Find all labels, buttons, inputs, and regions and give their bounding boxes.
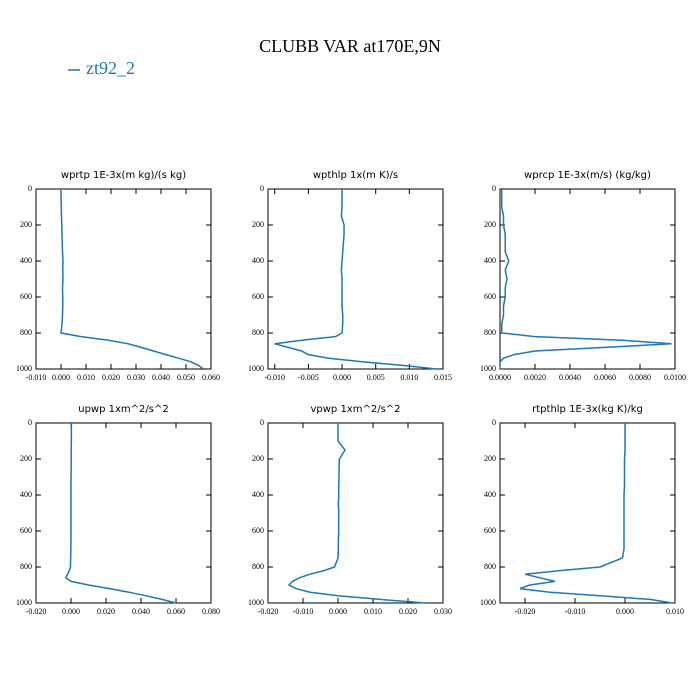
y-tick-label: 1000 [248, 598, 264, 607]
y-tick-label: 800 [252, 328, 264, 337]
x-tick-label: 0.040 [132, 607, 150, 616]
x-tick-label: 0.030 [127, 373, 145, 382]
x-tick-label: 0.0000 [489, 373, 511, 382]
x-tick-label: 0.000 [52, 373, 70, 382]
x-tick-label: -0.020 [26, 607, 47, 616]
plot-frame [499, 422, 676, 604]
x-tick-label: -0.010 [565, 607, 586, 616]
x-tick-label: 0.060 [202, 373, 220, 382]
x-tick-label: 0.000 [616, 607, 634, 616]
y-tick-label: 200 [20, 454, 32, 463]
x-tick-label: 0.000 [329, 607, 347, 616]
y-tick-label: 200 [484, 220, 496, 229]
y-tick-label: 0 [28, 184, 32, 193]
x-tick-label: -0.020 [515, 607, 536, 616]
y-tick-label: 600 [252, 526, 264, 535]
plot-frame [267, 422, 444, 604]
x-tick-label: 0.020 [399, 607, 417, 616]
y-tick-label: 600 [20, 292, 32, 301]
x-tick-label: 0.005 [367, 373, 385, 382]
x-tick-label: -0.010 [26, 373, 47, 382]
y-tick-label: 1000 [480, 364, 496, 373]
x-tick-label: 0.010 [77, 373, 95, 382]
subplot-title: wprtp 1E-3x(m kg)/(s kg) [61, 170, 186, 181]
plot-frame [499, 188, 676, 370]
x-tick-label: 0.000 [62, 607, 80, 616]
subplot-title: upwp 1xm^2/s^2 [78, 404, 168, 415]
legend-label: zt92_2 [86, 58, 135, 78]
x-tick-label: 0.0020 [524, 373, 546, 382]
subplot-title: wprcp 1E-3x(m/s) (kg/kg) [524, 170, 651, 181]
x-tick-label: 0.050 [177, 373, 195, 382]
y-tick-label: 800 [484, 328, 496, 337]
y-tick-label: 200 [20, 220, 32, 229]
x-tick-label: 0.010 [364, 607, 382, 616]
plot-frame [267, 188, 444, 370]
profile-line [64, 423, 177, 604]
y-tick-label: 0 [28, 418, 32, 427]
profile-line [60, 189, 204, 370]
x-tick-label: 0.010 [666, 607, 684, 616]
x-tick-label: 0.000 [333, 373, 351, 382]
y-tick-label: 1000 [16, 364, 32, 373]
x-tick-label: -0.010 [264, 373, 285, 382]
y-tick-label: 200 [252, 220, 264, 229]
x-tick-label: 0.030 [434, 607, 452, 616]
x-tick-label: 0.060 [167, 607, 185, 616]
profile-line [519, 423, 673, 604]
y-tick-label: 200 [484, 454, 496, 463]
y-tick-label: 400 [252, 256, 264, 265]
subplot-title: wpthlp 1x(m K)/s [313, 170, 398, 181]
x-tick-label: -0.020 [258, 607, 279, 616]
profile-line [274, 189, 437, 370]
figure-title: CLUBB VAR at170E,9N [259, 36, 441, 56]
y-tick-label: 800 [484, 562, 496, 571]
plot-frame [35, 188, 212, 370]
subplot-title: vpwp 1xm^2/s^2 [310, 404, 400, 415]
x-tick-label: -0.005 [298, 373, 319, 382]
x-tick-label: 0.080 [202, 607, 220, 616]
profile-line [287, 423, 426, 604]
x-tick-label: 0.015 [434, 373, 452, 382]
y-tick-label: 0 [260, 418, 264, 427]
x-tick-label: 0.010 [400, 373, 418, 382]
y-tick-label: 1000 [248, 364, 264, 373]
x-tick-label: -0.010 [293, 607, 314, 616]
y-tick-label: 0 [492, 418, 496, 427]
y-tick-label: 400 [20, 490, 32, 499]
y-tick-label: 1000 [16, 598, 32, 607]
plot-frame [35, 422, 212, 604]
y-tick-label: 600 [484, 292, 496, 301]
x-tick-label: 0.020 [97, 607, 115, 616]
y-tick-label: 0 [260, 184, 264, 193]
x-tick-label: 0.020 [102, 373, 120, 382]
subplot-title: rtpthlp 1E-3x(kg K)/kg [532, 404, 643, 415]
x-tick-label: 0.040 [152, 373, 170, 382]
y-tick-label: 1000 [480, 598, 496, 607]
y-tick-label: 400 [484, 490, 496, 499]
y-tick-label: 800 [20, 328, 32, 337]
x-tick-label: 0.0040 [559, 373, 581, 382]
y-tick-label: 400 [20, 256, 32, 265]
y-tick-label: 600 [484, 526, 496, 535]
y-tick-label: 600 [20, 526, 32, 535]
y-tick-label: 400 [484, 256, 496, 265]
y-tick-label: 400 [252, 490, 264, 499]
profile-line [499, 189, 672, 369]
y-tick-label: 800 [20, 562, 32, 571]
x-tick-label: 0.0100 [664, 373, 686, 382]
x-tick-label: 0.0060 [594, 373, 616, 382]
y-tick-label: 0 [492, 184, 496, 193]
y-tick-label: 800 [252, 562, 264, 571]
y-tick-label: 600 [252, 292, 264, 301]
x-tick-label: 0.0080 [629, 373, 651, 382]
y-tick-label: 200 [252, 454, 264, 463]
